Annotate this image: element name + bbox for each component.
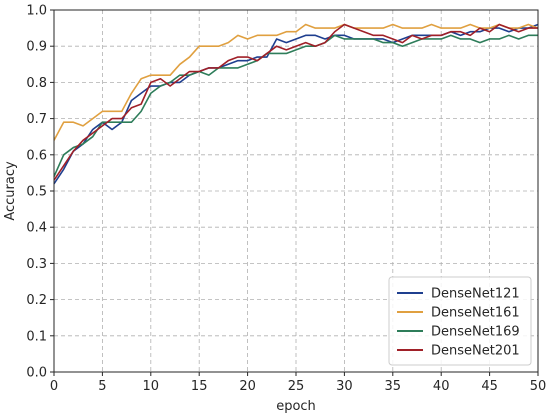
y-axis-ticks: 0.0 0.1 0.2 0.3 0.4 0.5 0.6 0.7 0.8 0.9 1.0 [26,4,54,381]
x-tick-label: 15 [191,379,208,394]
legend-label: DenseNet161 [431,306,520,321]
y-tick-label: 0.4 [26,221,47,236]
y-tick-label: 0.3 [26,257,47,272]
x-axis-ticks: 0 5 10 15 20 25 30 35 40 45 50 [50,372,546,394]
y-tick-label: 0.0 [26,366,47,381]
series-line-densenet201 [53,23,538,181]
legend: DenseNet121 DenseNet161 DenseNet169 DenseNe… [388,276,532,366]
y-tick-label: 0.7 [26,112,47,127]
x-tick-label: 30 [336,379,353,394]
legend-label: DenseNet121 [431,287,520,302]
legend-label: DenseNet201 [431,344,520,359]
y-axis-label: Accuracy [3,161,18,221]
x-tick-label: 5 [98,379,106,394]
y-tick-label: 0.8 [26,76,47,91]
x-tick-label: 40 [433,379,450,394]
legend-box [388,276,532,366]
x-tick-label: 0 [50,379,58,394]
series-line-densenet121 [53,23,539,185]
series-line-densenet161 [53,23,539,141]
x-tick-label: 50 [530,379,547,394]
x-tick-label: 20 [239,379,256,394]
y-tick-label: 0.2 [26,293,47,308]
x-tick-label: 10 [143,379,160,394]
y-tick-label: 1.0 [26,4,47,19]
series-line-densenet169 [53,34,538,177]
y-tick-label: 0.9 [26,40,47,55]
x-tick-label: 45 [481,379,498,394]
x-tick-label: 25 [288,379,305,394]
x-tick-label: 35 [385,379,402,394]
y-tick-label: 0.6 [26,148,47,163]
y-tick-label: 0.1 [26,329,47,344]
x-axis-label: epoch [276,399,316,414]
series-layer [53,23,539,185]
legend-label: DenseNet169 [431,325,520,340]
y-tick-label: 0.5 [26,185,47,200]
